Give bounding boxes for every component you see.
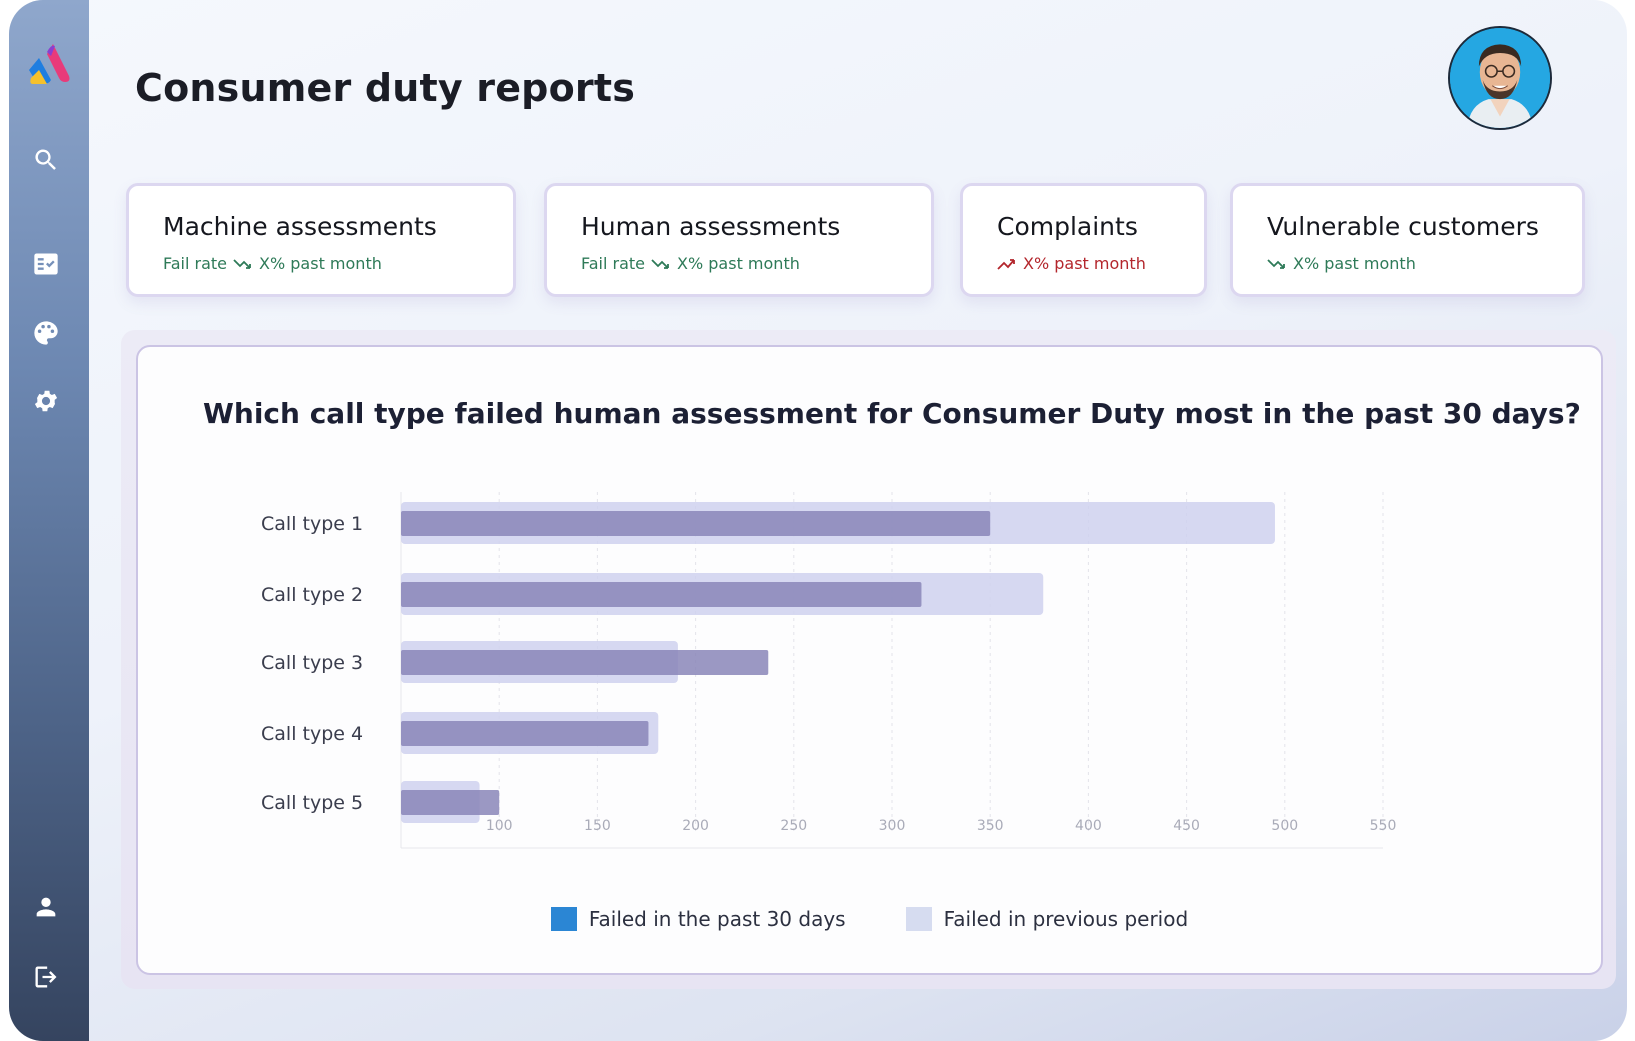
bar-past-30-days <box>401 650 769 675</box>
trend-up-icon <box>997 258 1015 270</box>
x-tick-label: 250 <box>780 818 807 834</box>
x-tick-label: 150 <box>584 818 611 834</box>
kpi-trend: Fail rate X% past month <box>581 254 800 273</box>
x-tick-label: 450 <box>1173 818 1200 834</box>
category-label: Call type 1 <box>261 513 363 535</box>
bar-past-30-days <box>401 721 649 746</box>
chart-legend: Failed in the past 30 days Failed in pre… <box>138 907 1601 931</box>
chart-title: Which call type failed human assessment … <box>203 397 1581 430</box>
kpi-change: X% past month <box>1293 254 1416 273</box>
bar-past-30-days <box>401 582 922 607</box>
x-tick-label: 350 <box>977 818 1004 834</box>
trend-down-icon <box>651 258 669 269</box>
logout-icon[interactable] <box>29 960 63 994</box>
kpi-trend: X% past month <box>1267 254 1416 273</box>
kpi-change: X% past month <box>259 254 382 273</box>
user-icon[interactable] <box>29 890 63 924</box>
legend-swatch-previous <box>905 907 932 931</box>
sidebar <box>9 0 89 1041</box>
kpi-change: X% past month <box>1023 254 1146 273</box>
kpi-change: X% past month <box>677 254 800 273</box>
legend-item-current[interactable]: Failed in the past 30 days <box>550 907 846 931</box>
kpi-title: Human assessments <box>581 212 841 241</box>
kpi-title: Complaints <box>997 212 1138 241</box>
x-tick-label: 100 <box>486 818 513 834</box>
search-icon[interactable] <box>29 143 63 177</box>
kpi-trend: X% past month <box>997 254 1146 273</box>
kpi-title: Machine assessments <box>163 212 437 241</box>
kpi-prefix: Fail rate <box>163 254 228 273</box>
avatar-photo <box>1450 28 1550 128</box>
kpi-card-complaints[interactable]: Complaints X% past month <box>960 183 1207 297</box>
bar-past-30-days <box>401 511 991 536</box>
kpi-trend: Fail rate X% past month <box>163 254 382 273</box>
x-tick-label: 300 <box>879 818 906 834</box>
trend-down-icon <box>233 258 251 269</box>
app-frame: Consumer duty reports Machine assessment… <box>9 0 1627 1041</box>
x-tick-label: 200 <box>682 818 709 834</box>
bar-past-30-days <box>401 790 500 815</box>
category-label: Call type 5 <box>261 792 363 814</box>
legend-label-previous: Failed in previous period <box>943 907 1189 931</box>
kpi-card-vulnerable-customers[interactable]: Vulnerable customers X% past month <box>1230 183 1585 297</box>
legend-label-current: Failed in the past 30 days <box>588 907 846 931</box>
bar-chart: 100 150 200 250 300 350 400 450 500 550 Call type … <box>261 492 1397 849</box>
checklist-icon[interactable] <box>29 247 63 281</box>
x-tick-label: 500 <box>1271 818 1298 834</box>
category-label: Call type 4 <box>261 723 363 745</box>
kpi-title: Vulnerable customers <box>1267 212 1539 241</box>
avatar[interactable] <box>1448 26 1552 130</box>
kpi-prefix: Fail rate <box>581 254 646 273</box>
category-label: Call type 3 <box>261 652 363 674</box>
x-tick-label: 400 <box>1075 818 1102 834</box>
kpi-card-human-assessments[interactable]: Human assessments Fail rate X% past mont… <box>544 183 934 297</box>
logo <box>29 44 70 84</box>
palette-icon[interactable] <box>29 316 63 350</box>
legend-swatch-current <box>550 907 577 931</box>
trend-down-icon <box>1267 258 1285 269</box>
page-title: Consumer duty reports <box>135 66 636 110</box>
category-label: Call type 2 <box>261 584 363 606</box>
gear-icon[interactable] <box>29 384 63 418</box>
x-tick-label: 550 <box>1370 818 1397 834</box>
legend-item-previous[interactable]: Failed in previous period <box>905 907 1189 931</box>
kpi-card-machine-assessments[interactable]: Machine assessments Fail rate X% past mo… <box>126 183 516 297</box>
chart-card: Which call type failed human assessment … <box>136 345 1603 975</box>
